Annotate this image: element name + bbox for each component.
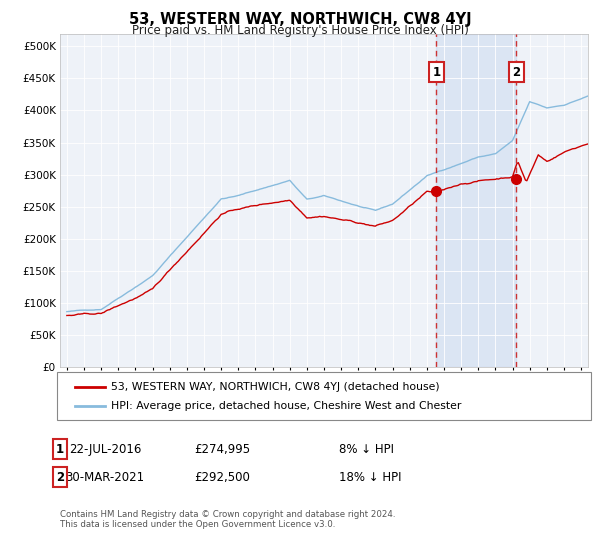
Text: Contains HM Land Registry data © Crown copyright and database right 2024.
This d: Contains HM Land Registry data © Crown c… bbox=[60, 510, 395, 529]
Text: 1: 1 bbox=[56, 442, 64, 456]
Bar bbox=[436, 34, 517, 367]
Text: 53, WESTERN WAY, NORTHWICH, CW8 4YJ (detached house): 53, WESTERN WAY, NORTHWICH, CW8 4YJ (det… bbox=[111, 381, 440, 391]
Text: 53, WESTERN WAY, NORTHWICH, CW8 4YJ: 53, WESTERN WAY, NORTHWICH, CW8 4YJ bbox=[128, 12, 472, 27]
Text: 2: 2 bbox=[512, 66, 520, 78]
Text: 22-JUL-2016: 22-JUL-2016 bbox=[69, 442, 141, 456]
Text: Price paid vs. HM Land Registry's House Price Index (HPI): Price paid vs. HM Land Registry's House … bbox=[131, 24, 469, 37]
Text: £292,500: £292,500 bbox=[194, 470, 250, 484]
Text: 1: 1 bbox=[432, 66, 440, 78]
Text: 2: 2 bbox=[56, 470, 64, 484]
Text: £274,995: £274,995 bbox=[194, 442, 250, 456]
Text: 8% ↓ HPI: 8% ↓ HPI bbox=[339, 442, 394, 456]
Text: 18% ↓ HPI: 18% ↓ HPI bbox=[339, 470, 401, 484]
Text: 30-MAR-2021: 30-MAR-2021 bbox=[65, 470, 145, 484]
Text: HPI: Average price, detached house, Cheshire West and Chester: HPI: Average price, detached house, Ches… bbox=[111, 401, 461, 411]
